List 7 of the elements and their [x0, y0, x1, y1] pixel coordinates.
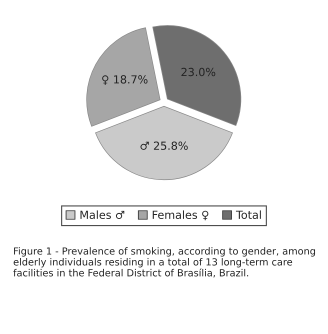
caption: Figure 1 - Prevalence of smoking, according to gender, among elderly individuals residing in a total of 13 long-term care facilities in the Federal District of Brasília, Brazil. [13, 247, 316, 278]
legend-label: Females ♀ [152, 210, 208, 220]
data-label: ♀ 18.7% [102, 75, 148, 85]
legend-label: Males ♂ [80, 210, 124, 219]
legend-label: Total [236, 210, 261, 219]
data-label: 23.0% [181, 68, 216, 76]
data-label: ♂ 25.8% [140, 142, 188, 150]
